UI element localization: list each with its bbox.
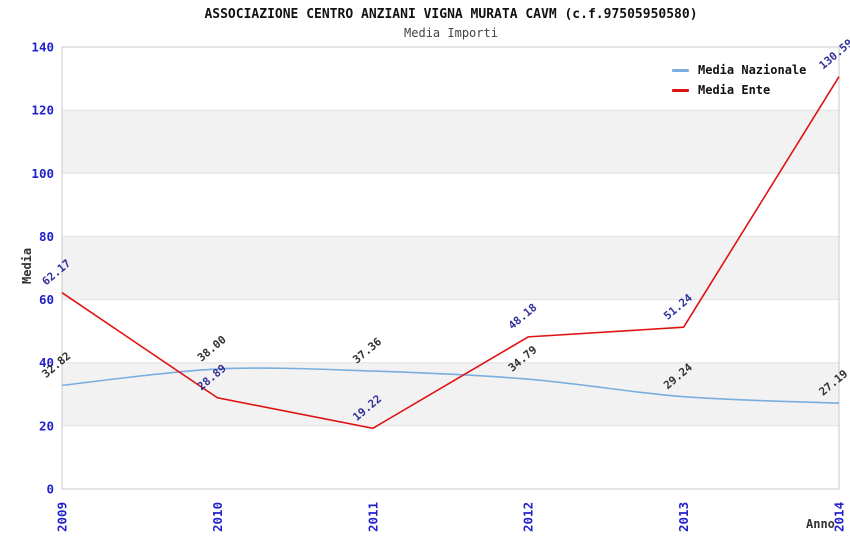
x-tick-label: 2013 — [676, 502, 691, 532]
data-label-media-nazionale: 38.00 — [195, 333, 229, 364]
plot-band — [62, 236, 839, 300]
plot-band — [62, 110, 839, 174]
y-axis-title: Media — [20, 248, 34, 284]
plot-border — [61, 46, 840, 490]
data-label-media-ente: 130.59 — [817, 36, 850, 72]
x-tick-label: 2014 — [832, 502, 847, 532]
chart-title: ASSOCIAZIONE CENTRO ANZIANI VIGNA MURATA… — [204, 7, 698, 22]
y-tick-label: 80 — [39, 229, 54, 244]
y-tick-label: 120 — [31, 103, 54, 118]
x-tick-label: 2011 — [365, 502, 380, 532]
x-tick-label: 2010 — [210, 502, 225, 532]
legend-item-media-ente: Media Ente — [672, 83, 806, 97]
series-line-media-ente — [61, 76, 840, 430]
y-tick-label: 20 — [39, 418, 54, 433]
chart-subtitle: Media Importi — [404, 26, 498, 40]
x-tick-label: 2009 — [55, 502, 70, 532]
y-tick-label: 140 — [31, 40, 54, 55]
legend: Media Nazionale Media Ente — [672, 63, 806, 103]
series-line-media-nazionale — [61, 367, 840, 404]
y-tick-label: 100 — [31, 166, 54, 181]
legend-marker-media-nazionale — [672, 68, 689, 72]
data-label-media-nazionale: 37.36 — [350, 335, 384, 366]
y-tick-label: 0 — [46, 482, 54, 497]
x-tick-label: 2012 — [521, 502, 536, 532]
legend-marker-media-ente — [672, 88, 689, 92]
x-axis-title: Anno — [806, 517, 835, 531]
y-tick-label: 40 — [39, 355, 54, 370]
plot-band — [62, 362, 839, 426]
legend-label-media-ente: Media Ente — [698, 83, 771, 97]
legend-item-media-nazionale: Media Nazionale — [672, 63, 806, 77]
legend-label-media-nazionale: Media Nazionale — [698, 63, 807, 77]
data-label-media-ente: 48.18 — [506, 301, 540, 332]
y-tick-label: 60 — [39, 292, 54, 307]
